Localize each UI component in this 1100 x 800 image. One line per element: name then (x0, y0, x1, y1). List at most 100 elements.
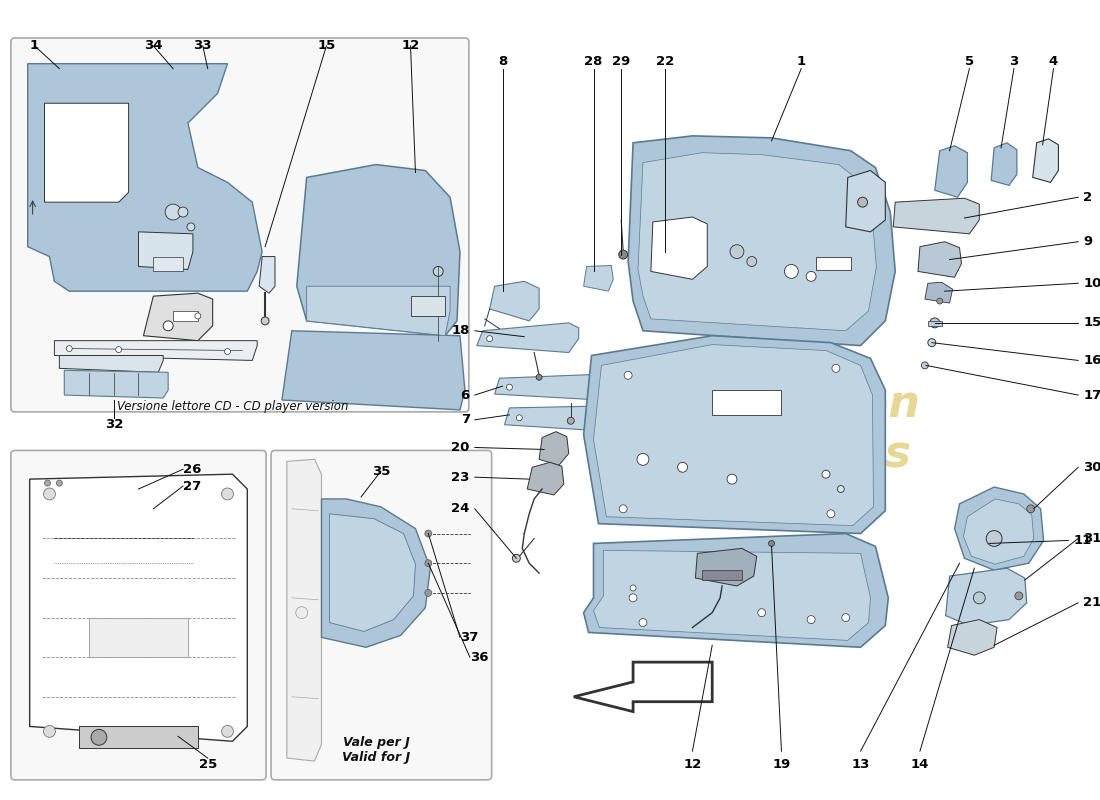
Text: 20: 20 (451, 441, 470, 454)
Text: 36: 36 (470, 650, 488, 664)
Polygon shape (638, 153, 877, 330)
Polygon shape (64, 370, 168, 398)
Polygon shape (59, 355, 163, 372)
Text: 30: 30 (1084, 461, 1100, 474)
Bar (928, 321, 942, 326)
Text: 9: 9 (1084, 235, 1092, 248)
Text: 14: 14 (911, 758, 930, 771)
Text: 22: 22 (656, 55, 674, 68)
Polygon shape (321, 499, 430, 647)
Polygon shape (918, 242, 961, 278)
Text: Versione lettore CD - CD player version: Versione lettore CD - CD player version (117, 400, 349, 413)
Polygon shape (594, 345, 873, 526)
Circle shape (516, 415, 522, 421)
Polygon shape (54, 341, 257, 361)
Text: 23: 23 (451, 470, 470, 484)
Polygon shape (505, 405, 668, 434)
FancyBboxPatch shape (11, 450, 266, 780)
Circle shape (195, 313, 201, 319)
Text: 12: 12 (683, 758, 702, 771)
Polygon shape (143, 293, 212, 341)
Polygon shape (846, 170, 886, 232)
Text: 19: 19 (772, 758, 791, 771)
Polygon shape (594, 550, 870, 640)
Text: 5: 5 (965, 55, 974, 68)
Circle shape (639, 618, 647, 626)
Polygon shape (893, 198, 979, 234)
Text: 1: 1 (796, 55, 806, 68)
Text: 32: 32 (104, 418, 123, 431)
Polygon shape (307, 286, 450, 336)
Polygon shape (28, 64, 262, 291)
Text: 34: 34 (144, 39, 163, 52)
Circle shape (536, 374, 542, 380)
Circle shape (974, 592, 986, 604)
Circle shape (822, 470, 829, 478)
Circle shape (568, 418, 574, 424)
Text: 16: 16 (1084, 354, 1100, 367)
Text: 10: 10 (1084, 277, 1100, 290)
Circle shape (827, 510, 835, 518)
Circle shape (44, 726, 55, 738)
Text: 15: 15 (1084, 316, 1100, 330)
Polygon shape (946, 568, 1026, 626)
Text: a passion
for parts: a passion for parts (682, 383, 921, 476)
Circle shape (425, 530, 432, 537)
Circle shape (769, 541, 774, 546)
Text: 2: 2 (1084, 190, 1092, 204)
Text: 3: 3 (1010, 55, 1019, 68)
Polygon shape (964, 499, 1034, 564)
Text: 21: 21 (1084, 596, 1100, 610)
Circle shape (224, 349, 231, 354)
Circle shape (425, 590, 432, 596)
Circle shape (930, 318, 939, 328)
Circle shape (629, 594, 637, 602)
Polygon shape (539, 432, 569, 466)
Circle shape (624, 371, 632, 379)
Circle shape (44, 480, 51, 486)
Circle shape (178, 207, 188, 217)
Polygon shape (947, 619, 997, 655)
Bar (816, 257, 850, 270)
Text: 11: 11 (1074, 534, 1091, 547)
Bar (702, 570, 741, 580)
Circle shape (618, 250, 628, 259)
Circle shape (221, 726, 233, 738)
Text: 25: 25 (199, 758, 217, 771)
Text: 7: 7 (461, 414, 470, 426)
Circle shape (1015, 592, 1023, 600)
Circle shape (730, 245, 744, 258)
Text: 29: 29 (612, 55, 630, 68)
Circle shape (66, 346, 73, 351)
Circle shape (806, 271, 816, 282)
Circle shape (747, 257, 757, 266)
Polygon shape (476, 323, 579, 353)
Text: 18: 18 (451, 324, 470, 338)
Circle shape (937, 298, 943, 304)
Polygon shape (495, 372, 661, 403)
Circle shape (727, 474, 737, 484)
Polygon shape (574, 662, 712, 711)
Bar (712, 390, 781, 415)
Polygon shape (584, 266, 614, 291)
Polygon shape (925, 282, 953, 303)
Circle shape (1026, 505, 1035, 513)
Polygon shape (584, 534, 889, 647)
Bar (410, 296, 446, 316)
FancyBboxPatch shape (11, 38, 469, 412)
Circle shape (784, 265, 799, 278)
Circle shape (640, 387, 646, 393)
Text: 35: 35 (372, 465, 390, 478)
Bar (173, 311, 198, 321)
Circle shape (506, 384, 513, 390)
Text: 26: 26 (183, 462, 201, 476)
Text: 4: 4 (1049, 55, 1058, 68)
Polygon shape (1033, 139, 1058, 182)
Circle shape (513, 554, 520, 562)
Text: 15: 15 (317, 39, 336, 52)
Circle shape (486, 336, 493, 342)
Polygon shape (287, 459, 321, 761)
Polygon shape (282, 330, 465, 410)
Polygon shape (935, 146, 967, 198)
Circle shape (163, 321, 173, 330)
